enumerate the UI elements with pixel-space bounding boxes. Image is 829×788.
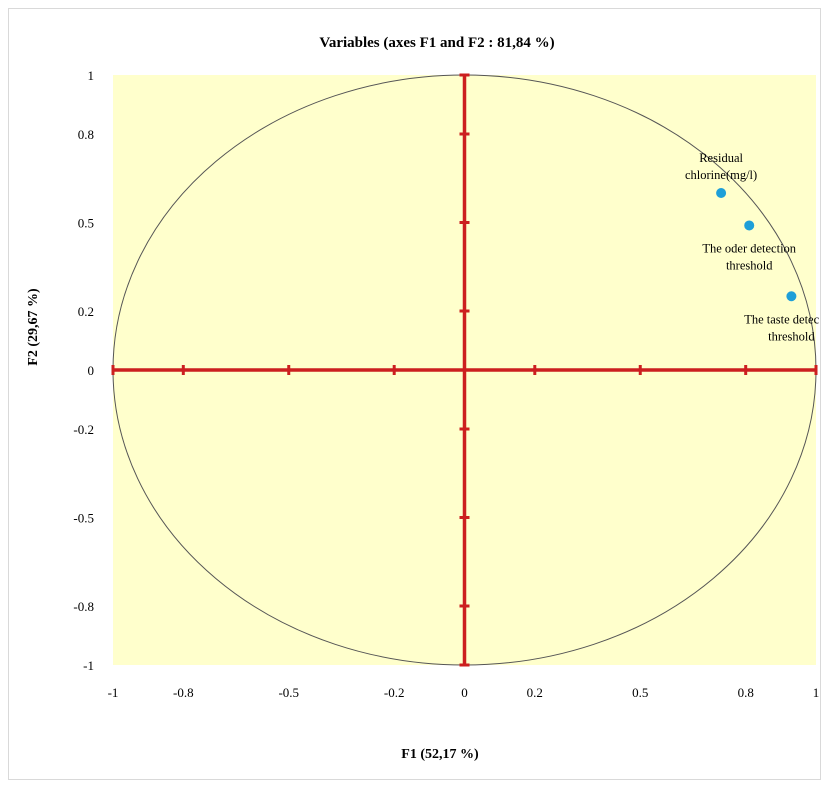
chart-title: Variables (axes F1 and F2 : 81,84 %) (319, 35, 554, 51)
y-tick-label: 0.8 (78, 127, 94, 142)
x-tick-label: 1 (813, 685, 820, 700)
y-tick-label: -1 (83, 658, 94, 673)
x-axis-label: F1 (52,17 %) (401, 747, 479, 762)
data-point-label: The taste detection threshold (744, 312, 829, 343)
y-tick-label: -0.8 (73, 599, 94, 614)
y-tick-label: -0.5 (73, 511, 94, 526)
y-tick-label: 0.2 (78, 304, 94, 319)
x-tick-label: -0.2 (384, 685, 405, 700)
y-tick-label: 0.5 (78, 216, 94, 231)
y-tick-label: 0 (88, 363, 95, 378)
data-point-label: The oder detection threshold (702, 241, 796, 272)
x-tick-label: -1 (108, 685, 119, 700)
data-point-label-line: threshold (768, 329, 815, 343)
y-axis-label: F2 (29,67 %) (26, 288, 41, 366)
data-point-label-line: chlorine(mg/l) (685, 168, 757, 182)
x-tick-label: -0.5 (278, 685, 299, 700)
data-point (744, 220, 755, 231)
tick-labels: -1 -0.8 -0.5 -0.2 0 0.2 0.5 0.8 1 1 0.8 0.5 0.2 0 -0.2… (73, 68, 819, 700)
data-point (786, 291, 797, 302)
x-tick-label: 0.2 (527, 685, 543, 700)
data-point-label-line: The oder detection (702, 241, 796, 255)
x-tick-label: -0.8 (173, 685, 194, 700)
data-point-label-line: The taste detection (744, 312, 829, 326)
x-tick-label: 0 (461, 685, 468, 700)
axes (111, 73, 818, 667)
data-point-label-line: Residual (699, 151, 743, 165)
x-tick-label: 0.5 (632, 685, 648, 700)
data-point (716, 188, 727, 198)
data-points: Residual chlorine(mg/l) The oder detection… (685, 151, 829, 343)
y-tick-label: 1 (88, 68, 95, 83)
data-point-label: Residual chlorine(mg/l) (685, 151, 757, 182)
data-point-label-line: threshold (726, 258, 773, 272)
y-tick-label: -0.2 (73, 422, 94, 437)
x-tick-label: 0.8 (738, 685, 754, 700)
